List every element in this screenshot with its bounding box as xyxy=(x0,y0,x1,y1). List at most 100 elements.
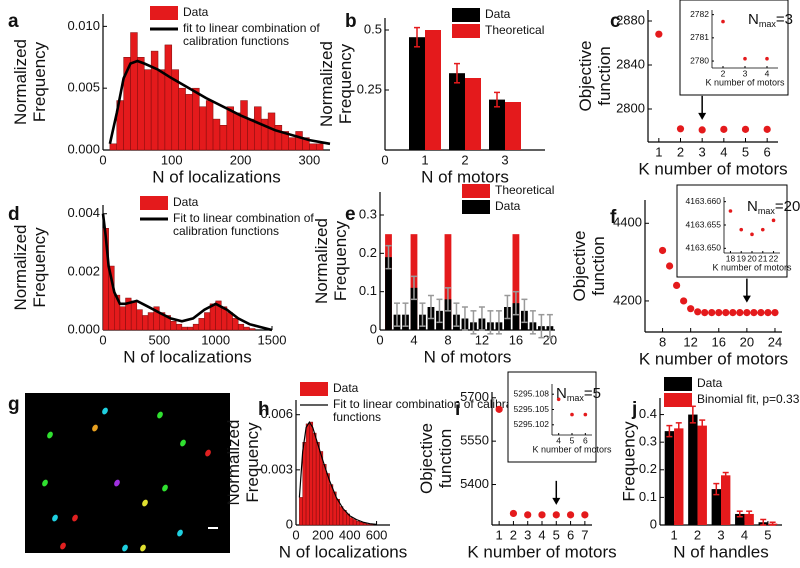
panel-letter: i xyxy=(455,399,460,420)
error-bar xyxy=(529,310,536,335)
data-point xyxy=(694,308,702,316)
y-tick-label: 0.004 xyxy=(67,205,100,220)
error-bar xyxy=(444,287,451,312)
x-tick-label: 8 xyxy=(659,334,666,349)
fluorescent-spot xyxy=(42,479,48,487)
x-tick-label: 2 xyxy=(461,152,468,167)
histogram-bar xyxy=(130,300,138,331)
y-tick-label: 0.000 xyxy=(67,141,100,156)
inset-annotation: Nmax=3 xyxy=(748,11,793,29)
bar xyxy=(512,234,520,330)
inset-point xyxy=(743,56,747,61)
bar xyxy=(664,431,675,525)
y-tick-label: 2782 xyxy=(690,9,709,19)
inset-point xyxy=(556,397,561,402)
legend-entry: Binomial fit, p=0.33 xyxy=(697,393,799,406)
x-tick-label: 20 xyxy=(747,253,757,263)
x-axis-label: N of localizations xyxy=(123,347,252,366)
x-tick-label: 16 xyxy=(509,332,523,347)
y-tick-label: 2781 xyxy=(690,32,709,42)
x-tick-label: 400 xyxy=(339,527,361,542)
histogram-bar xyxy=(254,106,262,151)
data-point xyxy=(687,305,695,313)
y-tick-label: 5550 xyxy=(460,433,489,448)
legend-entry: Data xyxy=(173,196,198,209)
x-axis-label: K number of motors xyxy=(532,444,612,454)
y-tick-label: 4400 xyxy=(613,215,642,230)
fluorescent-spot xyxy=(102,407,108,415)
data-point xyxy=(524,511,532,519)
y-axis-label: Frequency xyxy=(30,41,49,122)
bar xyxy=(744,513,754,525)
histogram-bar xyxy=(109,143,118,151)
data-point xyxy=(538,511,546,519)
histogram-bar xyxy=(175,323,183,331)
x-tick-label: 3 xyxy=(743,68,748,78)
inset-frame xyxy=(676,184,788,278)
error-bar xyxy=(746,510,753,518)
error-bar xyxy=(414,26,420,48)
data-point xyxy=(698,126,706,134)
fluorescent-spot xyxy=(180,439,186,447)
fluorescent-spot xyxy=(52,514,58,522)
x-tick-label: 24 xyxy=(768,334,782,349)
legend-entry: Theoretical xyxy=(495,184,554,197)
inset-point xyxy=(583,412,588,417)
y-tick-label: 0.2 xyxy=(639,461,657,476)
legend-swatch xyxy=(452,24,480,38)
legend-entry: fit to linear combination of calibration… xyxy=(183,22,320,48)
panel-letter: d xyxy=(8,204,20,225)
data-point xyxy=(757,308,765,317)
y-tick-label: 5400 xyxy=(460,476,489,491)
y-tick-label: 0.25 xyxy=(357,81,382,96)
x-tick-label: 5 xyxy=(742,144,749,159)
x-tick-label: 19 xyxy=(736,253,746,263)
y-tick-label: 0.1 xyxy=(359,283,377,298)
legend-label: Fit to linear combination of calibration… xyxy=(333,398,532,424)
x-tick-label: 0 xyxy=(381,152,388,167)
histogram-bar xyxy=(356,521,361,526)
x-axis-label: K number of motors xyxy=(639,349,788,368)
error-bar xyxy=(454,62,460,84)
x-axis-label: K number of motors xyxy=(467,542,616,561)
error-bar xyxy=(410,275,417,301)
y-tick-label: 0.4 xyxy=(639,406,657,421)
inset-point xyxy=(570,412,574,417)
histogram-bar xyxy=(164,44,173,151)
panel-letter: a xyxy=(8,11,19,32)
x-tick-label: 16 xyxy=(712,334,726,349)
legend-swatch xyxy=(140,196,168,210)
data-point xyxy=(763,125,771,133)
error-bar xyxy=(419,302,426,327)
fluorescent-spot xyxy=(162,484,168,492)
error-bar xyxy=(470,310,477,335)
y-tick-label: 0 xyxy=(650,516,657,531)
x-axis-label: K number of motors xyxy=(712,262,792,272)
x-tick-label: 1 xyxy=(670,527,677,542)
x-tick-label: 5 xyxy=(553,527,560,542)
y-tick-label: 0.000 xyxy=(67,321,100,336)
y-tick-label: 2840 xyxy=(616,56,645,71)
error-bar xyxy=(769,521,776,526)
histogram-bar xyxy=(144,69,152,151)
histogram-bar xyxy=(267,112,276,151)
legend-label: Data xyxy=(183,6,209,19)
data-point xyxy=(720,125,728,133)
histogram-bar xyxy=(181,326,188,331)
inset-annotation: Nmax=20 xyxy=(747,198,800,216)
annotation-part: N xyxy=(747,198,758,215)
x-tick-label: 300 xyxy=(299,152,321,167)
legend-label: Theoretical xyxy=(485,24,545,37)
fluorescent-spot xyxy=(177,529,183,537)
histogram-bar xyxy=(315,442,320,526)
legend-label: Data xyxy=(485,8,511,21)
histogram-bar xyxy=(309,421,314,526)
histogram-bar xyxy=(170,321,177,331)
histogram-bar xyxy=(319,451,324,526)
x-tick-label: 500 xyxy=(148,332,170,347)
legend-swatch xyxy=(300,382,328,396)
legend-entry: Fit to linear combination of calibration… xyxy=(333,398,532,424)
data-point xyxy=(680,297,688,305)
y-axis-label: Objective xyxy=(570,231,589,302)
histogram-bar xyxy=(192,87,200,151)
